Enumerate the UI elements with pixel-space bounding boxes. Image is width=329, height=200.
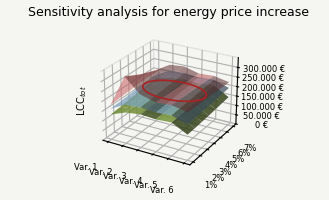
Title: Sensitivity analysis for energy price increase: Sensitivity analysis for energy price in… (28, 6, 309, 19)
Text: LCC$_{tot}$: LCC$_{tot}$ (75, 86, 89, 116)
